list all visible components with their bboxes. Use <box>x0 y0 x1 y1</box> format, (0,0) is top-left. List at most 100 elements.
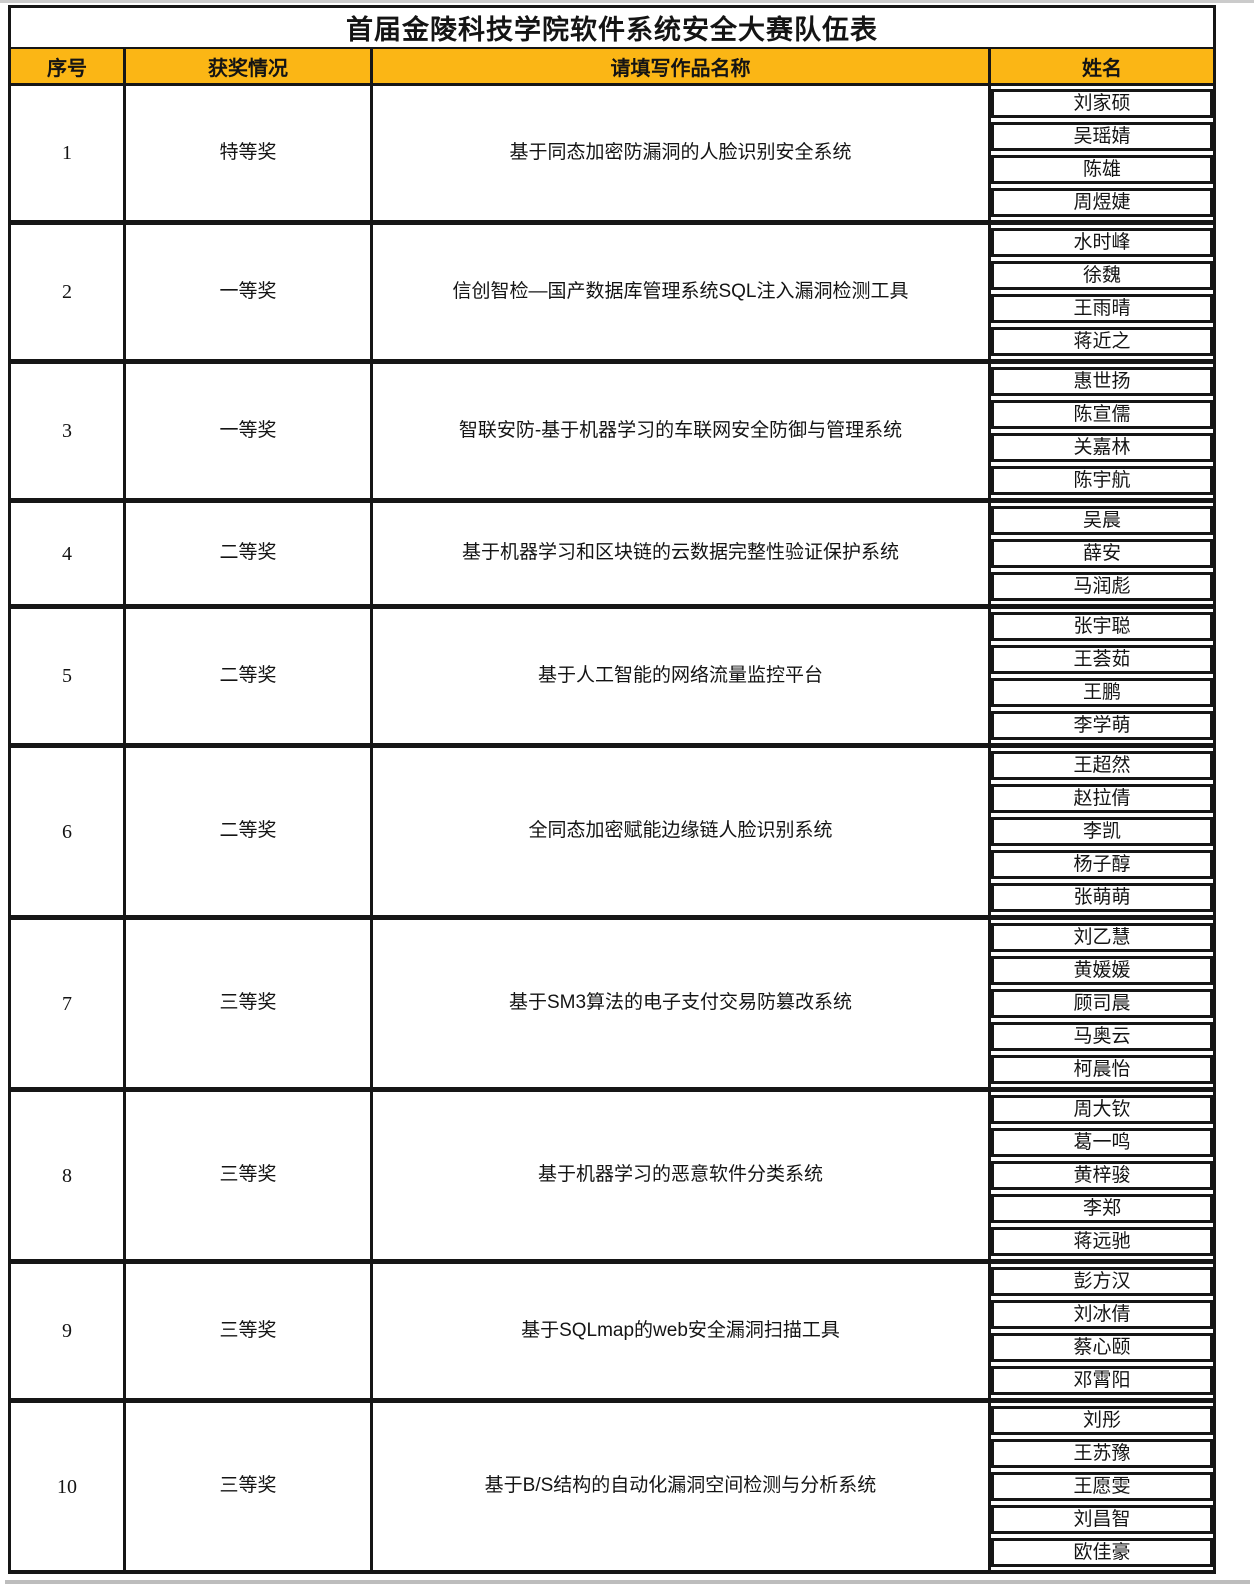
team-no: 3 <box>11 364 126 498</box>
team-award: 二等奖 <box>126 503 373 604</box>
team-no: 6 <box>11 748 126 915</box>
team-names: 刘乙慧黄媛媛顾司晨马奥云柯晨怡 <box>991 920 1213 1087</box>
team-names: 惠世扬陈宣儒关嘉林陈宇航 <box>991 364 1213 498</box>
team-no: 2 <box>11 225 126 359</box>
table-row: 9 三等奖 基于SQLmap的web安全漏洞扫描工具 彭方汉刘冰倩蔡心颐邓霄阳 <box>11 1259 1213 1398</box>
team-no: 9 <box>11 1264 126 1398</box>
team-award: 一等奖 <box>126 225 373 359</box>
page-title: 首届金陵科技学院软件系统安全大赛队伍表 <box>11 8 1213 49</box>
team-member-name: 葛一鸣 <box>991 1128 1213 1157</box>
page-top-edge <box>0 0 1254 3</box>
team-award: 二等奖 <box>126 609 373 743</box>
header-cell-name: 姓名 <box>1082 57 1122 80</box>
team-project: 基于人工智能的网络流量监控平台 <box>373 609 991 743</box>
team-member-name: 陈宣儒 <box>991 400 1213 429</box>
team-member-name: 张萌萌 <box>991 883 1213 912</box>
team-project: 智联安防-基于机器学习的车联网安全防御与管理系统 <box>373 364 991 498</box>
team-award: 三等奖 <box>126 920 373 1087</box>
team-no: 10 <box>11 1403 126 1570</box>
team-member-name: 彭方汉 <box>991 1267 1213 1296</box>
team-award: 特等奖 <box>126 86 373 220</box>
team-names: 吴晨 薛安 马润彪 <box>991 503 1213 604</box>
team-member-name: 马奥云 <box>991 1022 1213 1051</box>
competition-table: 首届金陵科技学院软件系统安全大赛队伍表 序号 获奖情况 请填写作品名称 姓名 1… <box>8 5 1216 1574</box>
team-award: 三等奖 <box>126 1264 373 1398</box>
table-row: 4 二等奖 基于机器学习和区块链的云数据完整性验证保护系统 吴晨薛安马润彪 <box>11 498 1213 604</box>
header-cell-award: 获奖情况 <box>126 49 373 83</box>
table-row: 1 特等奖 基于同态加密防漏洞的人脸识别安全系统 刘家硕吴瑶婧陈雄周煜婕 <box>11 86 1213 220</box>
team-member-name: 王苏豫 <box>991 1439 1213 1468</box>
header-cell-no: 序号 <box>11 49 126 83</box>
team-member-name: 顾司晨 <box>991 989 1213 1018</box>
team-member-name: 王荟茹 <box>991 645 1213 674</box>
team-names: 王超然赵拉倩李凯杨子醇张萌萌 <box>991 748 1213 915</box>
team-member-name: 赵拉倩 <box>991 784 1213 813</box>
team-member-name: 惠世扬 <box>991 367 1213 396</box>
team-member-name: 蔡心颐 <box>991 1333 1213 1362</box>
page-bottom-edge <box>5 1580 1250 1584</box>
header-cell-project: 请填写作品名称 <box>373 49 991 83</box>
team-names: 张宇聪王荟茹王鹏李学萌 <box>991 609 1213 743</box>
team-member-name: 王愿雯 <box>991 1472 1213 1501</box>
team-member-name: 王鹏 <box>991 678 1213 707</box>
table-row: 6 二等奖 全同态加密赋能边缘链人脸识别系统 王超然赵拉倩李凯杨子醇张萌萌 <box>11 743 1213 915</box>
team-member-name: 李郑 <box>991 1194 1213 1223</box>
table-row: 2 一等奖 信创智检—国产数据库管理系统SQL注入漏洞检测工具 水时峰徐魏王雨晴蒋近之 <box>11 220 1213 359</box>
team-no: 4 <box>11 503 126 604</box>
team-names: 水时峰徐魏王雨晴蒋近之 <box>991 225 1213 359</box>
team-member-name: 水时峰 <box>991 228 1213 257</box>
team-member-name: 陈宇航 <box>991 466 1213 495</box>
team-names: 刘彤 王苏豫 王愿雯 刘昌智 欧佳豪 <box>991 1403 1213 1570</box>
team-member-name: 马润彪 <box>991 572 1213 601</box>
team-project: 基于同态加密防漏洞的人脸识别安全系统 <box>373 86 991 220</box>
team-member-name: 周煜婕 <box>991 188 1213 217</box>
team-project: 信创智检—国产数据库管理系统SQL注入漏洞检测工具 <box>373 225 991 359</box>
team-award: 三等奖 <box>126 1403 373 1570</box>
team-member-name: 刘乙慧 <box>991 923 1213 952</box>
team-names: 彭方汉刘冰倩蔡心颐邓霄阳 <box>991 1264 1213 1398</box>
team-member-name: 邓霄阳 <box>991 1366 1213 1395</box>
team-member-name: 李凯 <box>991 817 1213 846</box>
team-member-name: 张宇聪 <box>991 612 1213 641</box>
team-member-name: 蒋远驰 <box>991 1227 1213 1256</box>
team-member-name: 刘家硕 <box>991 89 1213 118</box>
table-row: 7 三等奖 基于SM3算法的电子支付交易防篡改系统 刘乙慧黄媛媛顾司晨马奥云柯晨怡 <box>11 915 1213 1087</box>
team-award: 二等奖 <box>126 748 373 915</box>
team-member-name: 周大钦 <box>991 1095 1213 1124</box>
team-names: 刘家硕吴瑶婧陈雄周煜婕 <box>991 86 1213 220</box>
team-member-name: 徐魏 <box>991 261 1213 290</box>
table-row: 5 二等奖 基于人工智能的网络流量监控平台 张宇聪王荟茹王鹏李学萌 <box>11 604 1213 743</box>
team-project: 基于SQLmap的web安全漏洞扫描工具 <box>373 1264 991 1398</box>
header-row: 序号 获奖情况 请填写作品名称 姓名 <box>11 49 1213 86</box>
team-member-name: 吴瑶婧 <box>991 122 1213 151</box>
team-project: 基于SM3算法的电子支付交易防篡改系统 <box>373 920 991 1087</box>
team-project: 基于机器学习的恶意软件分类系统 <box>373 1092 991 1259</box>
table-row: 3 一等奖 智联安防-基于机器学习的车联网安全防御与管理系统 惠世扬 陈宣儒 关嘉林 陈宇航 <box>11 359 1213 498</box>
team-rows: 1 特等奖 基于同态加密防漏洞的人脸识别安全系统 刘家硕 吴瑶婧 陈雄 周煜婕 2 一等奖 信创智… <box>11 86 1213 1570</box>
team-names: 周大钦 葛一鸣 黄梓骏 李郑 蒋远驰 <box>991 1092 1213 1259</box>
team-no: 7 <box>11 920 126 1087</box>
team-member-name: 吴晨 <box>991 506 1213 535</box>
table-row: 8 三等奖 基于机器学习的恶意软件分类系统 周大钦 葛一鸣 黄梓骏 李郑 蒋远驰 <box>11 1087 1213 1259</box>
team-no: 1 <box>11 86 126 220</box>
table-row: 10 三等奖 基于B/S结构的自动化漏洞空间检测与分析系统 刘彤 王苏豫 王愿雯 刘昌智 欧佳… <box>11 1398 1213 1570</box>
team-project: 基于B/S结构的自动化漏洞空间检测与分析系统 <box>373 1403 991 1570</box>
team-member-name: 刘冰倩 <box>991 1300 1213 1329</box>
team-member-name: 薛安 <box>991 539 1213 568</box>
team-member-name: 王超然 <box>991 751 1213 780</box>
team-member-name: 柯晨怡 <box>991 1055 1213 1084</box>
team-member-name: 刘昌智 <box>991 1505 1213 1534</box>
team-no: 5 <box>11 609 126 743</box>
team-member-name: 欧佳豪 <box>991 1538 1213 1567</box>
team-member-name: 杨子醇 <box>991 850 1213 879</box>
team-member-name: 蒋近之 <box>991 327 1213 356</box>
team-project: 全同态加密赋能边缘链人脸识别系统 <box>373 748 991 915</box>
team-member-name: 关嘉林 <box>991 433 1213 462</box>
team-member-name: 王雨晴 <box>991 294 1213 323</box>
team-no: 8 <box>11 1092 126 1259</box>
team-award: 三等奖 <box>126 1092 373 1259</box>
team-member-name: 黄媛媛 <box>991 956 1213 985</box>
team-member-name: 陈雄 <box>991 155 1213 184</box>
team-project: 基于机器学习和区块链的云数据完整性验证保护系统 <box>373 503 991 604</box>
team-member-name: 李学萌 <box>991 711 1213 740</box>
